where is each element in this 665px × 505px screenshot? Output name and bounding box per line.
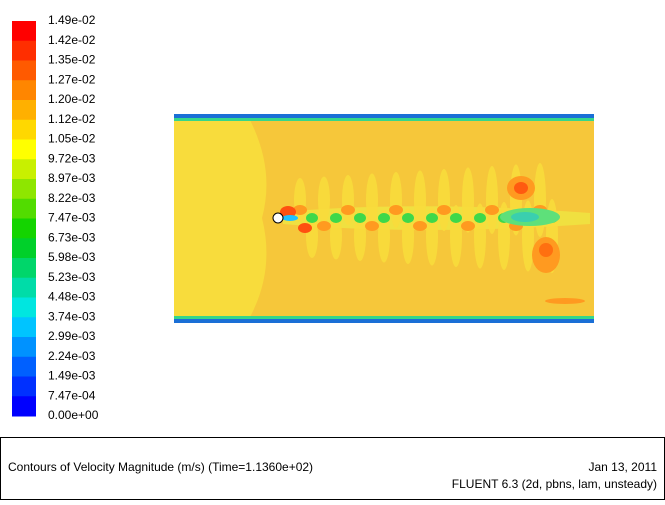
colorbar-band <box>12 139 36 160</box>
colorbar-label: 1.49e-02 <box>48 13 96 27</box>
vortex-core <box>354 213 366 223</box>
wall-top-layer <box>174 118 594 121</box>
colorbar-label: 2.99e-03 <box>48 329 96 343</box>
vortex <box>365 221 379 231</box>
vortex-core <box>514 182 528 194</box>
cylinder <box>272 212 284 224</box>
wake-lobe <box>438 169 450 231</box>
wake-lobe <box>354 211 366 261</box>
colorbar-band <box>12 21 36 42</box>
colorbar-label: 1.27e-02 <box>48 72 96 86</box>
colorbar-label: 2.24e-03 <box>48 349 96 363</box>
colorbar-band <box>12 396 36 417</box>
colorbar-band <box>12 80 36 101</box>
vortex <box>461 221 475 231</box>
wake-lobe <box>390 172 402 228</box>
vortex-core <box>402 213 414 223</box>
vortex-core <box>378 213 390 223</box>
colorbar-band <box>12 337 36 358</box>
blob <box>545 298 585 304</box>
vortex <box>317 221 331 231</box>
colorbar-band <box>12 198 36 219</box>
colorbar: 1.49e-02 1.42e-02 1.35e-02 1.27e-02 1.20e-02… <box>12 13 99 422</box>
wake-lobe <box>378 209 390 263</box>
colorbar-band <box>12 317 36 338</box>
vortex-core <box>474 213 486 223</box>
colorbar-label: 7.47e-04 <box>48 388 96 402</box>
colorbar-label: 6.73e-03 <box>48 230 96 244</box>
vortex <box>389 205 403 215</box>
colorbar-label: 1.20e-02 <box>48 92 96 106</box>
wake-lobe <box>414 170 426 230</box>
vortex <box>280 206 296 218</box>
colorbar-label: 1.35e-02 <box>48 53 96 67</box>
colorbar-band <box>12 179 36 200</box>
colorbar-label: 8.22e-03 <box>48 191 96 205</box>
colorbar-label: 9.72e-03 <box>48 151 96 165</box>
wake <box>280 163 590 304</box>
colorbar-label: 3.74e-03 <box>48 309 96 323</box>
wake-lobe <box>294 178 306 222</box>
colorbar-label: 8.97e-03 <box>48 171 96 185</box>
vortex <box>298 223 312 233</box>
colorbar-band <box>12 100 36 121</box>
inlet-region <box>174 120 267 317</box>
wake-lobe <box>462 167 474 233</box>
colorbar-band <box>12 277 36 298</box>
colorbar-band <box>12 297 36 318</box>
colorbar-label: 1.42e-02 <box>48 33 96 47</box>
colorbar-label: 4.48e-03 <box>48 290 96 304</box>
caption-solver: FLUENT 6.3 (2d, pbns, lam, unsteady) <box>452 477 657 491</box>
vortex-core <box>306 213 318 223</box>
colorbar-band <box>12 238 36 259</box>
colorbar-band <box>12 40 36 61</box>
vortex <box>485 205 499 215</box>
wall-top <box>174 114 594 118</box>
wake-lobe <box>486 166 498 234</box>
caption-date: Jan 13, 2011 <box>588 460 657 474</box>
flow-field <box>174 114 594 323</box>
wake-lobe <box>342 175 354 225</box>
wake-lobe <box>366 173 378 227</box>
colorbar-band <box>12 258 36 279</box>
colorbar-label: 1.49e-03 <box>48 369 96 383</box>
colorbar-label: 5.23e-03 <box>48 270 96 284</box>
caption-title: Contours of Velocity Magnitude (m/s) (Ti… <box>8 460 313 474</box>
colorbar-band <box>12 119 36 140</box>
wake-end-core <box>511 212 539 222</box>
wall-bottom <box>174 319 594 323</box>
colorbar-label: 1.12e-02 <box>48 112 96 126</box>
shear <box>282 215 298 221</box>
colorbar-label: 7.47e-03 <box>48 211 96 225</box>
vortex <box>413 221 427 231</box>
wake-lobe <box>318 176 330 224</box>
colorbar-band <box>12 159 36 180</box>
wall-bottom-layer <box>174 316 594 319</box>
vortex-core <box>450 213 462 223</box>
colorbar-band <box>12 60 36 81</box>
vortex <box>437 205 451 215</box>
vortex <box>341 205 355 215</box>
colorbar-band <box>12 376 36 397</box>
colorbar-label: 1.05e-02 <box>48 132 96 146</box>
colorbar-label: 5.98e-03 <box>48 250 96 264</box>
vortex-core <box>426 213 438 223</box>
vortex-core <box>539 243 553 257</box>
wake-lobe <box>534 163 546 237</box>
vortex-core <box>330 213 342 223</box>
colorbar-band <box>12 218 36 239</box>
vortex <box>293 205 307 215</box>
colorbar-label: 0.00e+00 <box>48 408 99 422</box>
colorbar-band <box>12 356 36 377</box>
wake-lobe <box>330 212 342 260</box>
